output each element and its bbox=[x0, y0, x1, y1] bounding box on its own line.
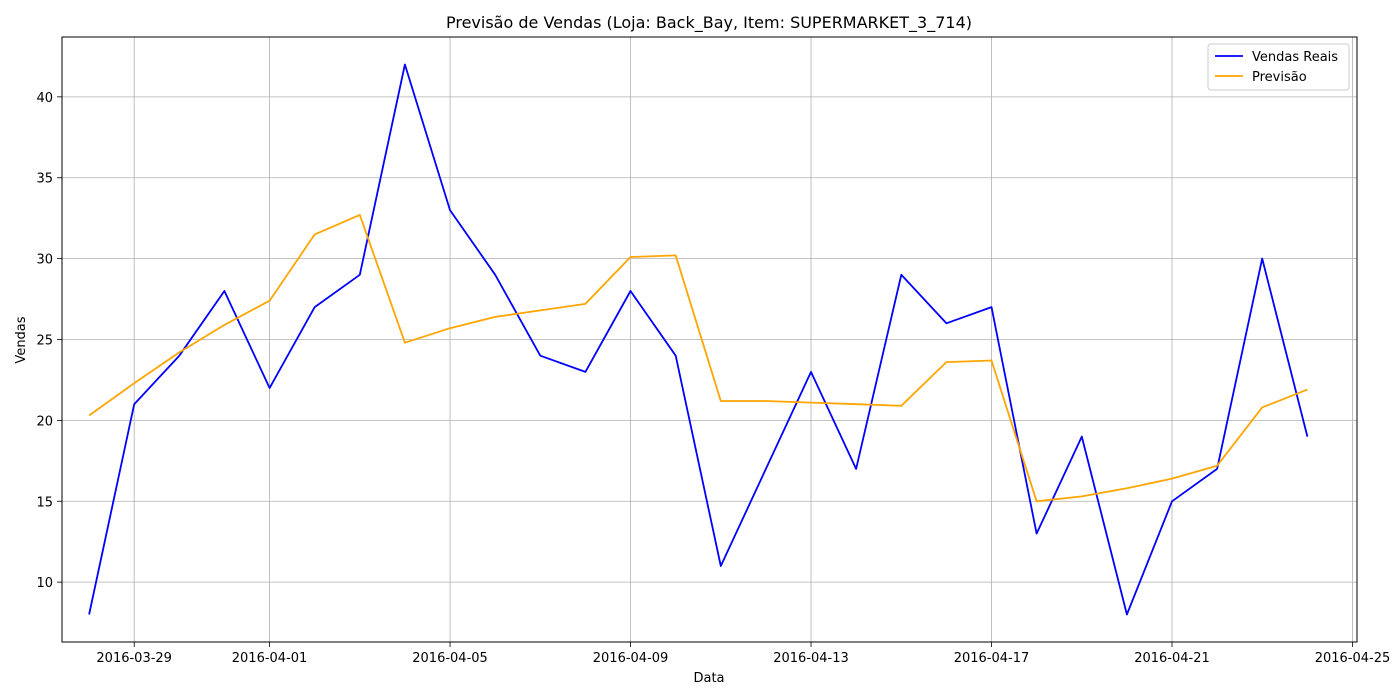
series-line-0 bbox=[88, 63, 1309, 616]
x-tick-label: 2016-04-05 bbox=[412, 651, 488, 666]
y-axis-label: Vendas bbox=[14, 316, 29, 363]
y-tick-label: 35 bbox=[36, 172, 53, 187]
x-tick-label: 2016-04-17 bbox=[954, 651, 1030, 666]
chart-title: Previsão de Vendas (Loja: Back_Bay, Item… bbox=[446, 13, 972, 33]
y-tick-label: 30 bbox=[36, 253, 53, 268]
x-tick-label: 2016-03-29 bbox=[96, 651, 172, 666]
series-line-1 bbox=[88, 213, 1308, 503]
x-tick-label: 2016-04-21 bbox=[1134, 651, 1210, 666]
grid bbox=[62, 37, 1357, 642]
legend: Vendas Reais Previsão bbox=[1207, 43, 1350, 91]
y-tick-label: 20 bbox=[36, 414, 53, 429]
x-tick-label: 2016-04-13 bbox=[773, 651, 849, 666]
legend-label-0: Vendas Reais bbox=[1252, 50, 1338, 65]
x-axis-label: Data bbox=[693, 671, 724, 686]
y-tick-label: 40 bbox=[36, 91, 53, 106]
legend-label-1: Previsão bbox=[1252, 70, 1307, 85]
y-tick-label: 25 bbox=[36, 334, 53, 349]
y-tick-label: 15 bbox=[36, 495, 53, 510]
y-tick-label: 10 bbox=[36, 576, 53, 591]
x-tick-label: 2016-04-01 bbox=[232, 651, 308, 666]
x-tick-label: 2016-04-09 bbox=[593, 651, 669, 666]
x-axis: 2016-03-29 2016-04-01 2016-04-05 2016-04-09… bbox=[96, 642, 1390, 666]
legend-box bbox=[1207, 43, 1350, 91]
x-tick-label: 2016-04-25 bbox=[1315, 651, 1391, 666]
y-axis: 10 15 20 25 30 35 40 bbox=[36, 91, 62, 591]
series-layer bbox=[88, 63, 1309, 616]
